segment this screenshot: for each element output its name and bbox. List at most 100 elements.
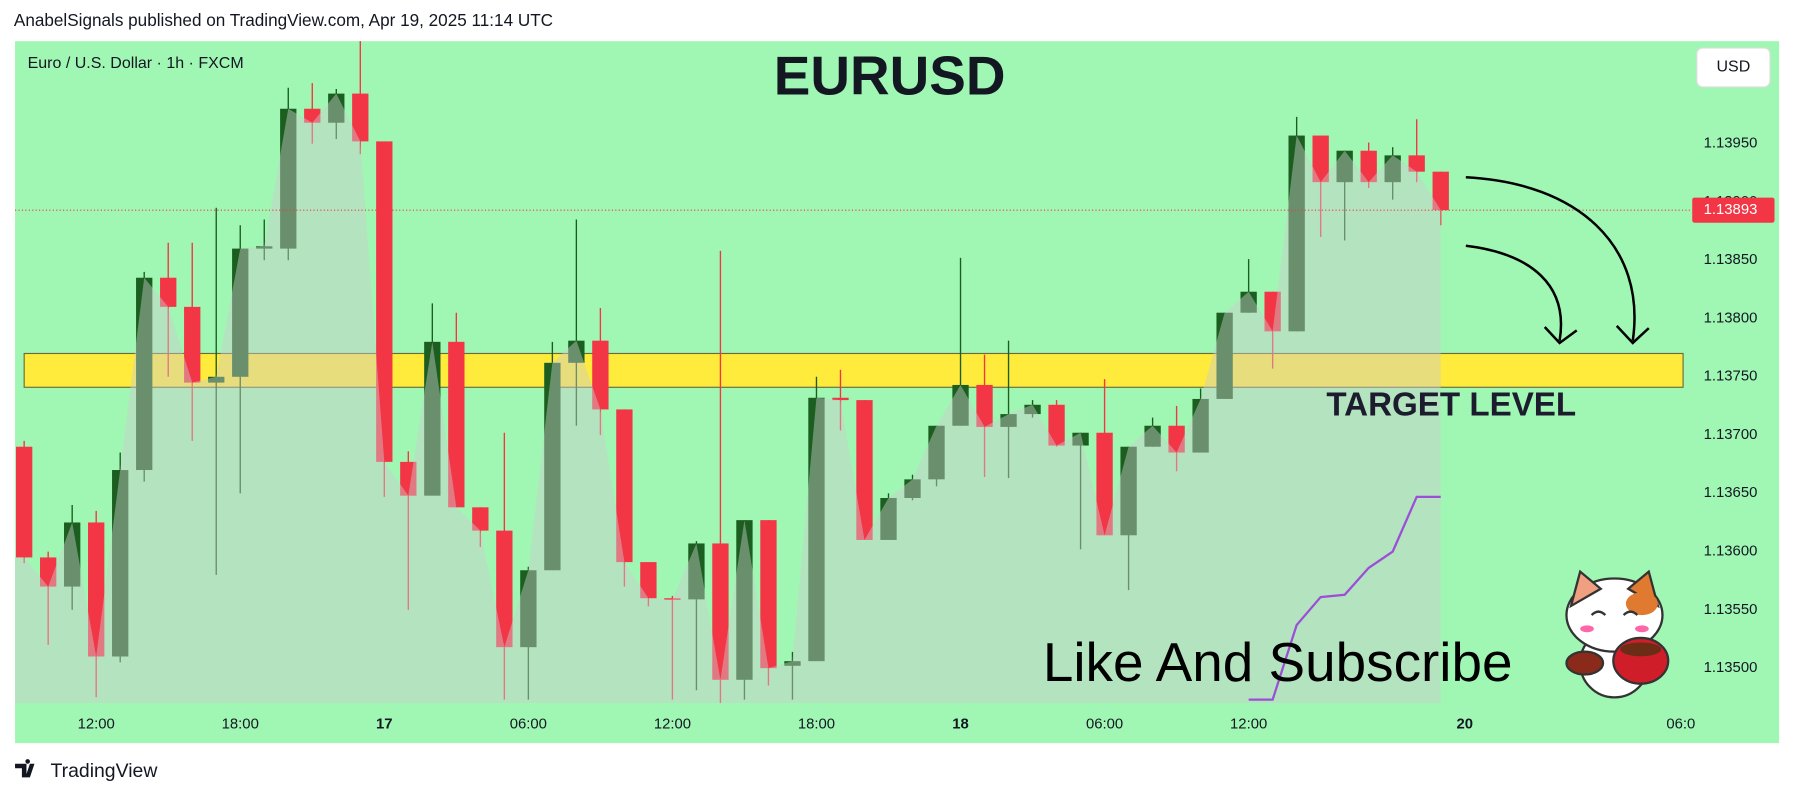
candle-body	[496, 530, 513, 648]
last-price-label: 1.13893	[1704, 202, 1758, 218]
y-tick-label: 1.13600	[1704, 544, 1758, 560]
candle-body	[976, 384, 993, 427]
x-tick-label: 17	[376, 717, 393, 733]
candle-body	[1432, 171, 1449, 211]
candle-body	[1240, 291, 1257, 313]
x-tick-label: 18:00	[798, 717, 835, 733]
arrow-head	[1615, 324, 1650, 345]
footer-brand: TradingView	[50, 760, 158, 782]
candle-body	[16, 446, 33, 558]
y-tick-label: 1.13550	[1704, 602, 1758, 618]
candle-body	[232, 248, 249, 377]
candle-body	[136, 277, 153, 471]
chart-title: EURUSD	[774, 45, 1006, 107]
y-tick-label: 1.13850	[1704, 252, 1758, 268]
x-tick-label: 06:0	[1666, 717, 1695, 733]
footer-logo	[15, 759, 35, 778]
candle-body	[832, 397, 849, 401]
candle-body	[184, 306, 201, 383]
x-tick-label: 18:00	[222, 717, 259, 733]
candle-body	[568, 340, 585, 363]
candle-body	[1000, 414, 1017, 427]
candle-body	[352, 93, 369, 142]
target-zone	[23, 352, 1684, 388]
y-tick-label: 1.13700	[1704, 427, 1758, 443]
candle-body	[160, 277, 177, 307]
indicator-line	[1248, 495, 1441, 701]
candle-body	[544, 362, 561, 571]
x-tick-label: 06:00	[1086, 717, 1123, 733]
candle-body	[256, 246, 273, 249]
target-label: TARGET LEVEL	[1326, 387, 1576, 424]
plot	[15, 41, 1690, 704]
candle-body	[448, 341, 465, 508]
candle-body	[376, 141, 393, 462]
arrow	[1465, 244, 1563, 341]
candle-body	[808, 397, 825, 662]
candle-body	[1360, 150, 1377, 183]
y-tick-label: 1.13650	[1704, 485, 1758, 501]
candle-body	[1384, 155, 1401, 183]
candle-body	[784, 661, 801, 666]
candle-body	[472, 507, 489, 531]
candle-body	[880, 497, 897, 540]
candle-body	[664, 598, 681, 600]
candle-body	[88, 522, 105, 657]
candle-body	[1288, 135, 1305, 332]
candle-body	[1192, 398, 1209, 453]
candle-body	[736, 520, 753, 680]
candle-body	[760, 520, 777, 669]
candle-body	[1264, 291, 1281, 332]
x-tick-label: 12:00	[1230, 717, 1267, 733]
candle-body	[64, 522, 81, 587]
candle-body	[1072, 432, 1089, 446]
candle-body	[280, 108, 297, 249]
candle-body	[904, 479, 921, 498]
x-tick-label: 18	[952, 717, 969, 733]
close-area	[15, 93, 1441, 704]
candle-body	[400, 461, 417, 496]
y-tick-label: 1.13500	[1704, 660, 1758, 676]
arrows	[1465, 175, 1650, 345]
candle-body	[928, 425, 945, 480]
candle-body	[952, 384, 969, 426]
sticker	[1565, 569, 1670, 699]
y-tick-label: 1.13950	[1704, 136, 1758, 152]
candle-body	[1048, 404, 1065, 446]
candle-body	[208, 376, 225, 383]
candle-body	[616, 409, 633, 563]
last-price-badge	[1692, 197, 1775, 223]
header: AnabelSignals published on TradingView.c…	[14, 10, 553, 30]
candle-body	[640, 562, 657, 599]
candle-body	[1024, 404, 1041, 415]
chart-background	[15, 41, 1780, 744]
currency-button[interactable]	[1696, 47, 1771, 88]
candle-body	[1120, 446, 1137, 536]
candle-body	[304, 108, 321, 123]
candle-body	[520, 570, 537, 648]
candle-body	[112, 470, 129, 657]
candle-body	[40, 557, 57, 587]
candle-body	[424, 341, 441, 496]
x-tick-label: 06:00	[510, 717, 547, 733]
candle-body	[1336, 150, 1353, 183]
candle-body	[1168, 425, 1185, 453]
candle-body	[1096, 432, 1113, 536]
currency[interactable]: USD	[1716, 59, 1750, 76]
x-tick-label: 12:00	[78, 717, 115, 733]
x-tick-label: 12:00	[654, 717, 691, 733]
candle-body	[1216, 312, 1233, 399]
y-tick-label: 1.13800	[1704, 310, 1758, 326]
subscribe-text: Like And Subscribe	[1043, 631, 1513, 693]
candle-body	[688, 543, 705, 600]
symbol-info: Euro / U.S. Dollar · 1h · FXCM	[28, 55, 244, 72]
candle-body	[856, 400, 873, 540]
candle-body	[712, 543, 729, 680]
candle-body	[1408, 155, 1425, 172]
arrow-head	[1543, 326, 1578, 345]
candle-body	[1312, 135, 1329, 183]
y-tick-label: 1.13750	[1704, 369, 1758, 385]
candle-body	[592, 340, 609, 410]
